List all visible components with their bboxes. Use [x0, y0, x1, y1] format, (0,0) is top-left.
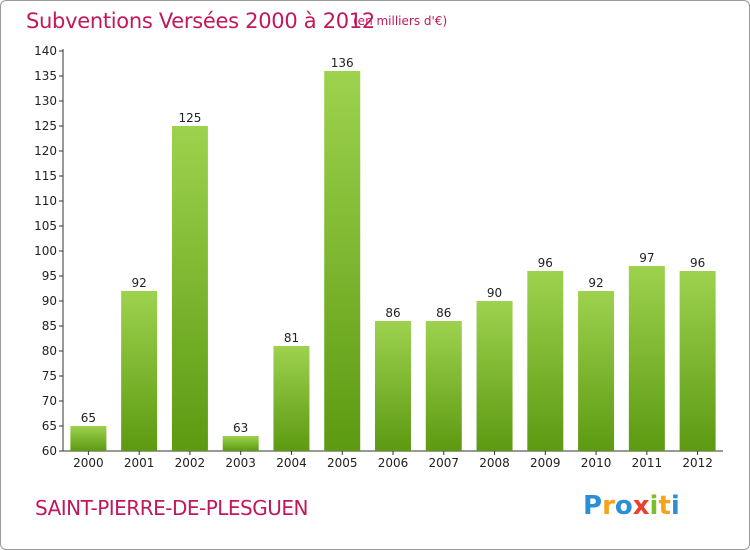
- y-tick-label: 105: [34, 219, 57, 233]
- bar-value-label: 65: [81, 411, 96, 425]
- x-tick-label: 2002: [175, 456, 206, 470]
- bar-2011[interactable]: [628, 266, 665, 451]
- bar-2010[interactable]: [578, 291, 615, 451]
- y-tick-label: 120: [34, 144, 57, 158]
- x-tick-label: 2008: [479, 456, 510, 470]
- bar-value-label: 96: [690, 256, 705, 270]
- bar-2006[interactable]: [375, 321, 411, 451]
- x-tick-label: 2006: [378, 456, 409, 470]
- y-tick-label: 115: [34, 169, 57, 183]
- bar-value-label: 97: [639, 251, 654, 265]
- y-tick-label: 60: [42, 444, 57, 458]
- x-tick-label: 2001: [124, 456, 155, 470]
- y-tick-label: 70: [42, 394, 57, 408]
- commune-name: SAINT-PIERRE-DE-PLESGUEN: [35, 496, 308, 520]
- y-tick-label: 130: [34, 94, 57, 108]
- bar-2008[interactable]: [476, 301, 513, 451]
- bar-2004[interactable]: [273, 346, 310, 451]
- bar-2002[interactable]: [171, 126, 208, 451]
- y-tick-label: 140: [34, 44, 57, 58]
- x-tick-label: 2007: [428, 456, 459, 470]
- bar-2003[interactable]: [222, 436, 259, 451]
- bar-2012[interactable]: [679, 271, 716, 451]
- x-tick-label: 2003: [225, 456, 256, 470]
- bar-value-label: 63: [233, 421, 248, 435]
- bar-value-label: 86: [436, 306, 451, 320]
- bar-value-label: 81: [284, 331, 299, 345]
- bar-2001[interactable]: [121, 291, 158, 451]
- x-tick-label: 2010: [581, 456, 612, 470]
- x-tick-label: 2012: [682, 456, 713, 470]
- bar-2007[interactable]: [425, 321, 462, 451]
- chart-title: Subventions Versées 2000 à 2012: [26, 9, 375, 33]
- y-tick-label: 135: [34, 69, 57, 83]
- bar-value-label: 136: [331, 56, 354, 70]
- bar-2009[interactable]: [527, 271, 564, 451]
- y-tick-label: 100: [34, 244, 57, 258]
- bar-value-label: 125: [178, 111, 201, 125]
- proxiti-logo[interactable]: Proxiti: [583, 491, 680, 521]
- x-tick-label: 2000: [73, 456, 104, 470]
- x-tick-label: 2004: [276, 456, 307, 470]
- y-tick-label: 125: [34, 119, 57, 133]
- bar-2005[interactable]: [324, 71, 361, 451]
- bar-value-label: 90: [487, 286, 502, 300]
- y-tick-label: 80: [42, 344, 57, 358]
- bar-value-label: 92: [132, 276, 147, 290]
- y-tick-label: 65: [42, 419, 57, 433]
- y-tick-label: 110: [34, 194, 57, 208]
- bar-value-label: 96: [538, 256, 553, 270]
- y-tick-label: 90: [42, 294, 57, 308]
- bar-2000[interactable]: [70, 426, 107, 451]
- y-tick-label: 75: [42, 369, 57, 383]
- x-tick-label: 2005: [327, 456, 358, 470]
- y-tick-label: 95: [42, 269, 57, 283]
- bar-value-label: 92: [588, 276, 603, 290]
- bar-value-label: 86: [385, 306, 400, 320]
- y-tick-label: 85: [42, 319, 57, 333]
- chart-unit-note: (en milliers d'€): [353, 14, 448, 28]
- x-tick-label: 2011: [632, 456, 663, 470]
- x-tick-label: 2009: [530, 456, 561, 470]
